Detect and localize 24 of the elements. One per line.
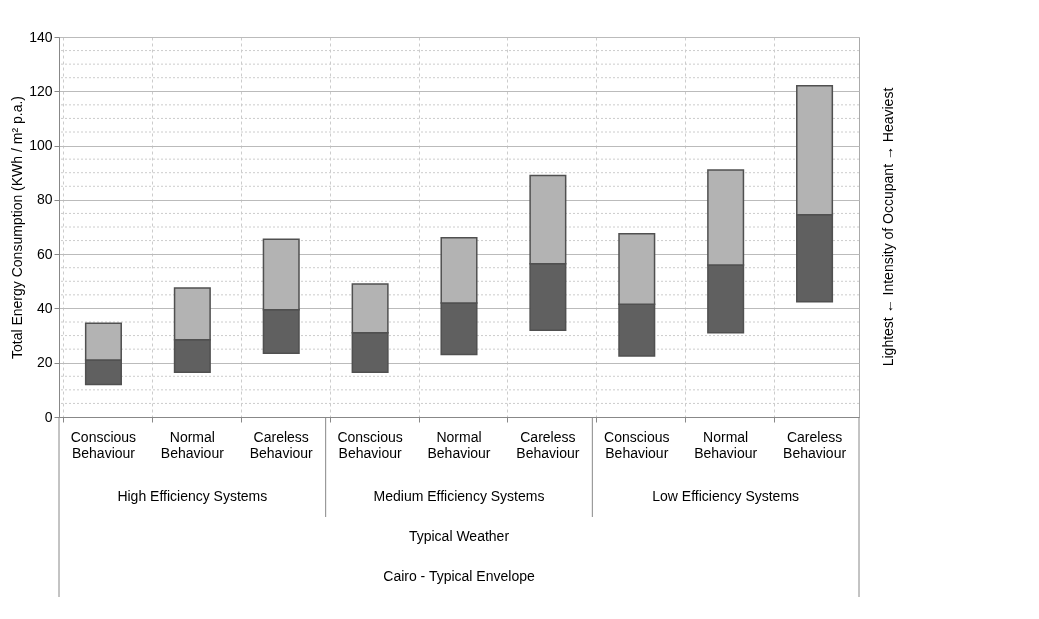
x-tick-label: Conscious Behaviour	[337, 428, 403, 461]
x-tick-label: Normal Behaviour	[427, 428, 491, 461]
text: Low Efficiency Systems	[652, 488, 800, 504]
y-tick-label: 60	[36, 245, 53, 262]
y-tick-label: 40	[36, 299, 53, 316]
x-tick-label: Normal Behaviour	[160, 428, 225, 461]
x-tick-label: Careless Behaviour	[783, 428, 847, 461]
y-axis-title: Total Energy Consumption (KWh / m² p.a.)	[9, 96, 26, 359]
y-tick-label: 140	[29, 28, 53, 45]
y-tick-label: 100	[29, 137, 53, 154]
text: Typical Weather	[408, 528, 510, 544]
y-tick-label: 80	[36, 191, 53, 208]
y-tick-label: 0	[44, 408, 53, 425]
x-tick-label: Conscious Behaviour	[70, 428, 137, 461]
text: Medium Efficiency Systems	[373, 488, 545, 504]
x-tick-label: Conscious Behaviour	[604, 428, 670, 461]
y-tick-label: 120	[29, 82, 53, 99]
x-tick-label: Normal Behaviour	[694, 428, 758, 461]
x-tick-label: Careless Behaviour	[516, 428, 580, 461]
text: Cairo - Typical Envelope	[383, 568, 535, 584]
y-tick-label: 20	[36, 354, 53, 371]
text: High Efficiency Systems	[117, 488, 268, 504]
x-tick-label: Careless Behaviour	[249, 428, 314, 461]
y2-axis-title: Lightest ← Intensity of Occupant → Heaviest	[880, 87, 896, 367]
